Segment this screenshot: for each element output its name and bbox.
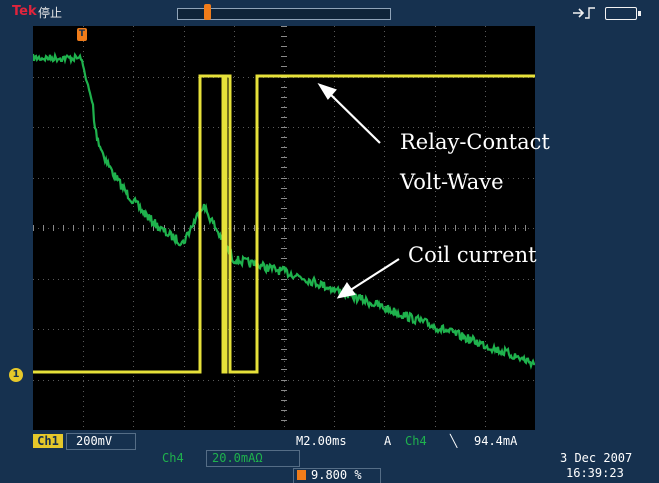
- trigger-icon: [571, 4, 599, 22]
- annotation-relay-line1: Relay-Contact: [400, 130, 550, 154]
- ch1-scale-box: [66, 433, 136, 450]
- trigger-position: 9.800 %: [311, 468, 362, 482]
- graticule: [33, 26, 535, 430]
- trigger-source: Ch4: [405, 434, 427, 448]
- trigger-position-icon: [297, 470, 306, 480]
- top-status-bar: Tek 停止: [0, 0, 659, 26]
- time: 16:39:23: [566, 466, 624, 480]
- date: 3 Dec 2007: [560, 451, 633, 465]
- ch4-scale: 20.0mAΩ: [212, 451, 263, 465]
- annotation-coil: Coil current: [408, 243, 537, 267]
- annotation-relay-line2: Volt-Wave: [400, 170, 504, 194]
- trigger-slope: ╲: [450, 434, 458, 448]
- waveform-screen: [33, 26, 535, 430]
- coil-arrow: [348, 258, 400, 292]
- trigger-level: 94.4mA: [474, 434, 518, 448]
- coil-current-trace: [33, 51, 535, 370]
- relay-contact-trace: [33, 74, 535, 374]
- ch1-ground-marker: 1: [9, 368, 23, 382]
- coil-arrowhead: [336, 281, 356, 299]
- relay-arrow: [327, 91, 381, 144]
- record-position-marker: [204, 4, 211, 20]
- ch4-scale-box: [206, 450, 300, 467]
- relay-arrowhead: [317, 82, 337, 100]
- ch1-scale: 200mV: [76, 434, 113, 448]
- trigger-position-marker: T: [77, 28, 87, 41]
- trigger-position-box: [293, 468, 381, 483]
- battery-icon: [605, 7, 641, 20]
- trigger-mode: A: [384, 434, 392, 448]
- record-length-bar: [177, 8, 391, 20]
- brand-logo: Tek: [12, 4, 37, 19]
- acquisition-status: 停止: [38, 6, 63, 20]
- timebase: M2.00ms: [296, 434, 347, 448]
- ch4-label: Ch4: [162, 451, 184, 465]
- ch1-badge: Ch1: [33, 434, 63, 448]
